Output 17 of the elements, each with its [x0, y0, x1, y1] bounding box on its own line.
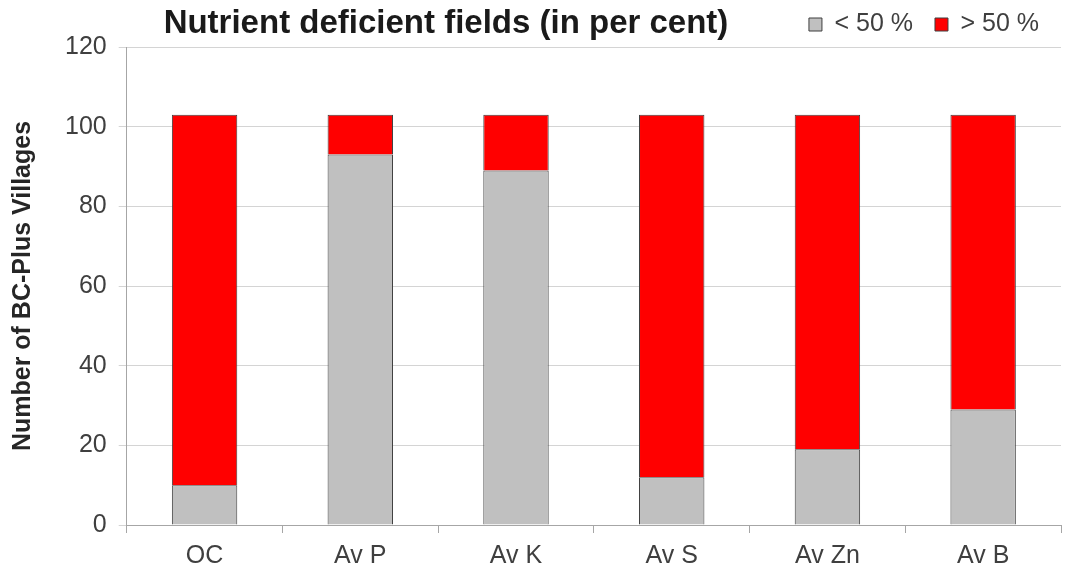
y-tick-label: 20: [78, 429, 107, 458]
chart-title: Nutrient deficient fields (in per cent): [163, 3, 729, 40]
y-tick-label: 120: [64, 30, 107, 59]
y-tick-label: 0: [92, 508, 107, 537]
y-tick-label: 40: [78, 349, 107, 378]
x-tick-label: Av B: [956, 539, 1010, 568]
legend-label: < 50 %: [834, 8, 913, 37]
x-tick-label: Av K: [489, 539, 543, 568]
x-tick-label: OC: [185, 539, 224, 568]
y-tick-label: 60: [78, 269, 107, 298]
x-tick-label: Av S: [645, 539, 698, 568]
y-tick-label: 80: [78, 190, 107, 219]
y-axis-title: Number of BC-Plus Villages: [6, 120, 35, 452]
y-tick-label: 100: [64, 110, 107, 139]
x-tick-label: Av Zn: [795, 539, 860, 568]
legend-label: > 50 %: [960, 8, 1039, 37]
x-tick-label: Av P: [334, 539, 387, 568]
